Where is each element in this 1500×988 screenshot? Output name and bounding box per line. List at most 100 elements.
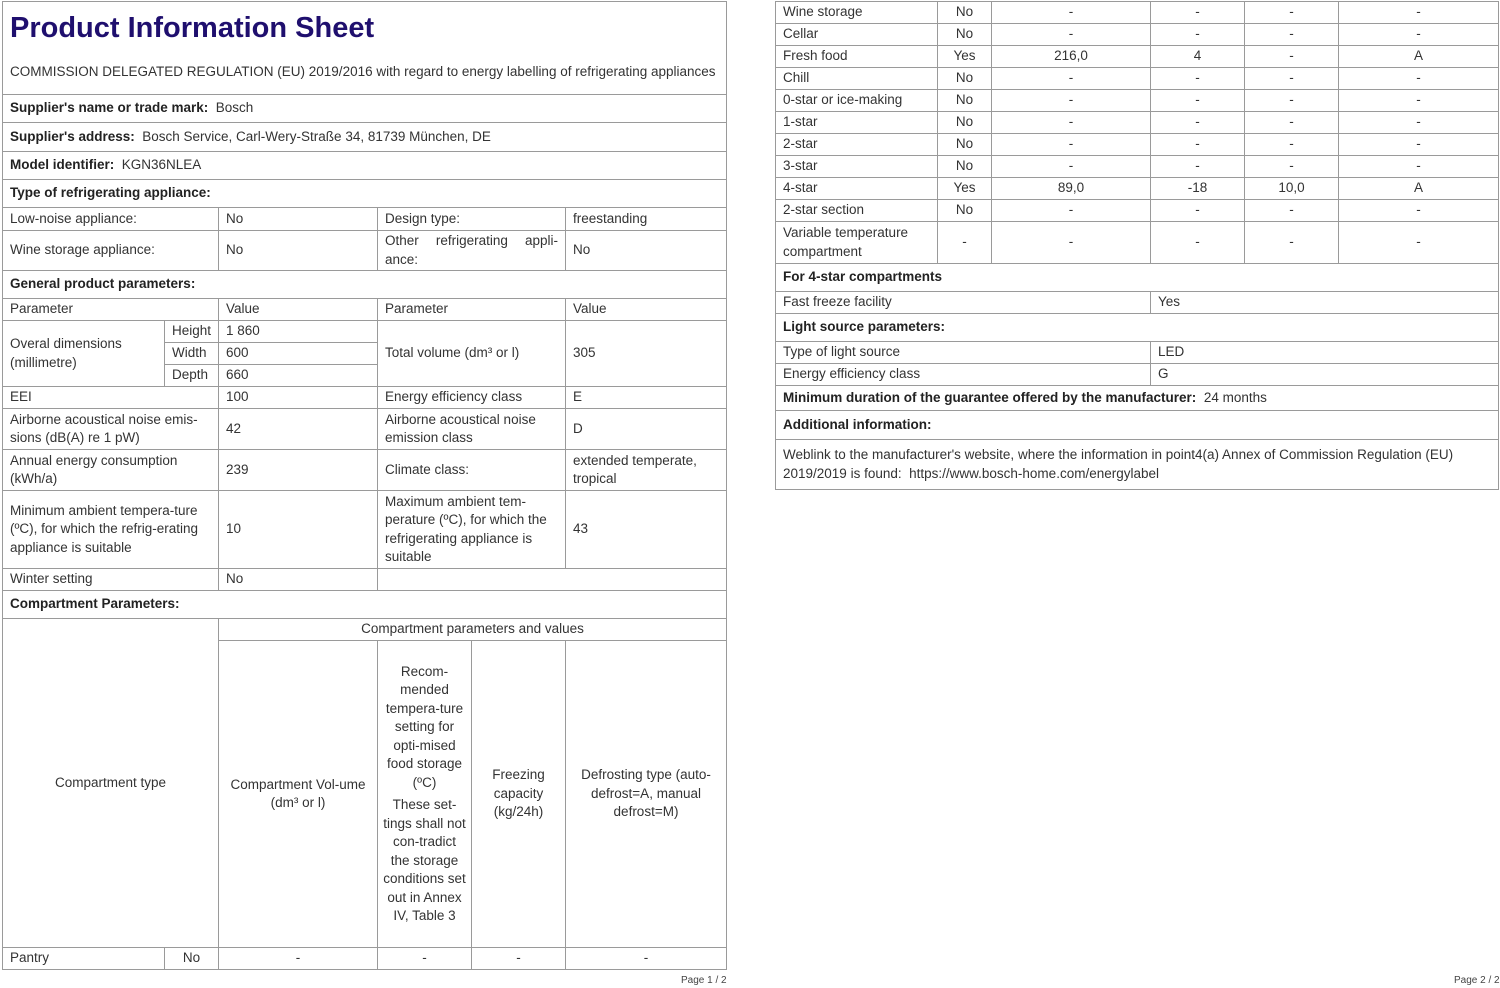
low-noise-label: Low-noise appliance: [2, 207, 219, 231]
compartment-volume: 89,0 [991, 177, 1151, 200]
total-volume-label: Total volume (dm³ or l) [377, 320, 566, 387]
recommended-temperature-text: Recom-mended tempera-ture setting for op… [385, 663, 464, 790]
compartment-volume: - [991, 133, 1151, 156]
compartment-defrost: - [1338, 221, 1499, 264]
min-ambient-value: 10 [218, 490, 378, 569]
four-star-heading: For 4-star compartments [775, 263, 1499, 292]
page-number-1: Page 1 / 2 [681, 975, 727, 986]
compartment-present: No [937, 67, 992, 90]
compartment-name: 2-star section [775, 199, 938, 222]
compartment-freezing: - [1244, 23, 1339, 46]
compartment-freezing: - [1244, 133, 1339, 156]
ee-class-value: E [564, 386, 728, 409]
light-type-label: Type of light source [775, 341, 1151, 364]
compartment-name: Pantry [2, 947, 165, 970]
min-ambient-label: Minimum ambient tempera-ture (ºC), for w… [2, 490, 219, 569]
compartment-defrost: - [1338, 1, 1499, 24]
compartment-freezing: - [1244, 155, 1339, 178]
compartment-volume: 216,0 [991, 45, 1151, 68]
compartment-freezing: - [471, 947, 566, 970]
wine-storage-value: No [218, 230, 378, 271]
winter-setting-label: Winter setting [2, 568, 219, 591]
compartment-type-header: Compartment type [2, 618, 219, 948]
compartment-defrost: - [564, 947, 728, 970]
guarantee-label: Minimum duration of the guarantee offere… [783, 389, 1197, 405]
product-info-table-page2: Wine storage No - - - - Cellar No - - - - Fresh food… [775, 1, 1499, 490]
compartment-volume: - [991, 67, 1151, 90]
compartment-freezing: - [1244, 1, 1339, 24]
noise-class-label: Airborne acoustical noise emission class [377, 408, 566, 450]
noise-class-value: D [564, 408, 728, 450]
compartment-row: 2-star section No - - - - [775, 199, 1499, 222]
compartment-name: Wine storage [775, 1, 938, 24]
depth-label: Depth [164, 364, 219, 387]
model-row: Model identifier: KGN36NLEA [1, 151, 728, 180]
compartment-defrost: A [1338, 177, 1499, 200]
compartment-name: Chill [775, 67, 938, 90]
compartment-defrost: - [1338, 89, 1499, 112]
ee-class-label: Energy efficiency class [377, 386, 566, 409]
address-value: Bosch Service, Carl-Wery-Straße 34, 8173… [142, 128, 491, 144]
page-number-2: Page 2 / 2 [1454, 975, 1500, 986]
compartment-row: 1-star No - - - - [775, 111, 1499, 134]
product-info-table-page1: Product Information Sheet COMMISSION DEL… [1, 1, 728, 970]
other-appliance-label: Other refrigerating appli-ance: [377, 230, 566, 271]
compartment-name: 0-star or ice-making [775, 89, 938, 112]
weblink-url[interactable]: https://www.bosch-home.com/energylabel [909, 465, 1159, 481]
compartment-name: 3-star [775, 155, 938, 178]
compartment-name: 2-star [775, 133, 938, 156]
compartment-present: No [937, 1, 992, 24]
compartment-present: No [937, 155, 992, 178]
freezing-capacity-header: Freezing capacity (kg/24h) [471, 640, 566, 948]
height-label: Height [164, 320, 219, 343]
compartment-present: Yes [937, 177, 992, 200]
compartment-values-header: Compartment parameters and values [217, 618, 728, 641]
total-volume-value: 305 [564, 320, 728, 387]
compartment-temperature: - [1150, 89, 1245, 112]
low-noise-value: No [218, 207, 378, 231]
compartment-present: - [937, 221, 992, 264]
compartment-temperature: - [1150, 133, 1245, 156]
model-label: Model identifier: [10, 157, 115, 173]
compartment-volume: - [991, 23, 1151, 46]
supplier-value: Bosch [215, 100, 254, 116]
compartment-defrost: A [1338, 45, 1499, 68]
other-appliance-value: No [564, 230, 728, 271]
annual-energy-label: Annual energy consumption (kWh/a) [2, 449, 219, 491]
fast-freeze-value: Yes [1150, 291, 1499, 314]
eei-value: 100 [218, 386, 378, 409]
width-value: 600 [218, 342, 378, 365]
compartment-defrost: - [1338, 199, 1499, 222]
empty-cell [376, 568, 728, 591]
compartment-defrost: - [1338, 133, 1499, 156]
compartment-row: 4-star Yes 89,0 -18 10,0 A [775, 177, 1499, 200]
max-ambient-value: 43 [564, 490, 728, 569]
compartment-freezing: - [1244, 199, 1339, 222]
compartment-name: 1-star [775, 111, 938, 134]
compartment-freezing: - [1244, 45, 1339, 68]
compartment-temperature: - [1150, 67, 1245, 90]
depth-value: 660 [218, 364, 378, 387]
compartment-volume: - [991, 221, 1151, 264]
light-class-label: Energy efficiency class [775, 363, 1151, 386]
climate-class-value: extended temperate, tropical [564, 449, 728, 491]
appliance-type-heading: Type of refrigerating appliance: [1, 179, 728, 208]
compartment-freezing: - [1244, 221, 1339, 264]
width-label: Width [164, 342, 219, 365]
compartment-name: Cellar [775, 23, 938, 46]
noise-label: Airborne acoustical noise emis-sions (dB… [2, 408, 219, 450]
supplier-label: Supplier's name or trade mark: [10, 100, 209, 116]
compartment-volume: - [991, 89, 1151, 112]
address-row: Supplier's address: Bosch Service, Carl-… [1, 122, 728, 152]
value-header-2: Value [564, 298, 728, 321]
compartment-freezing: 10,0 [1244, 177, 1339, 200]
compartment-volume: - [991, 1, 1151, 24]
compartment-temperature: 4 [1150, 45, 1245, 68]
annual-energy-value: 239 [218, 449, 378, 491]
compartment-present: No [937, 133, 992, 156]
compartment-temperature: - [1150, 111, 1245, 134]
compartment-freezing: - [1244, 67, 1339, 90]
guarantee-row: Minimum duration of the guarantee offere… [775, 385, 1499, 411]
compartment-present: Yes [937, 45, 992, 68]
climate-class-label: Climate class: [377, 449, 566, 491]
